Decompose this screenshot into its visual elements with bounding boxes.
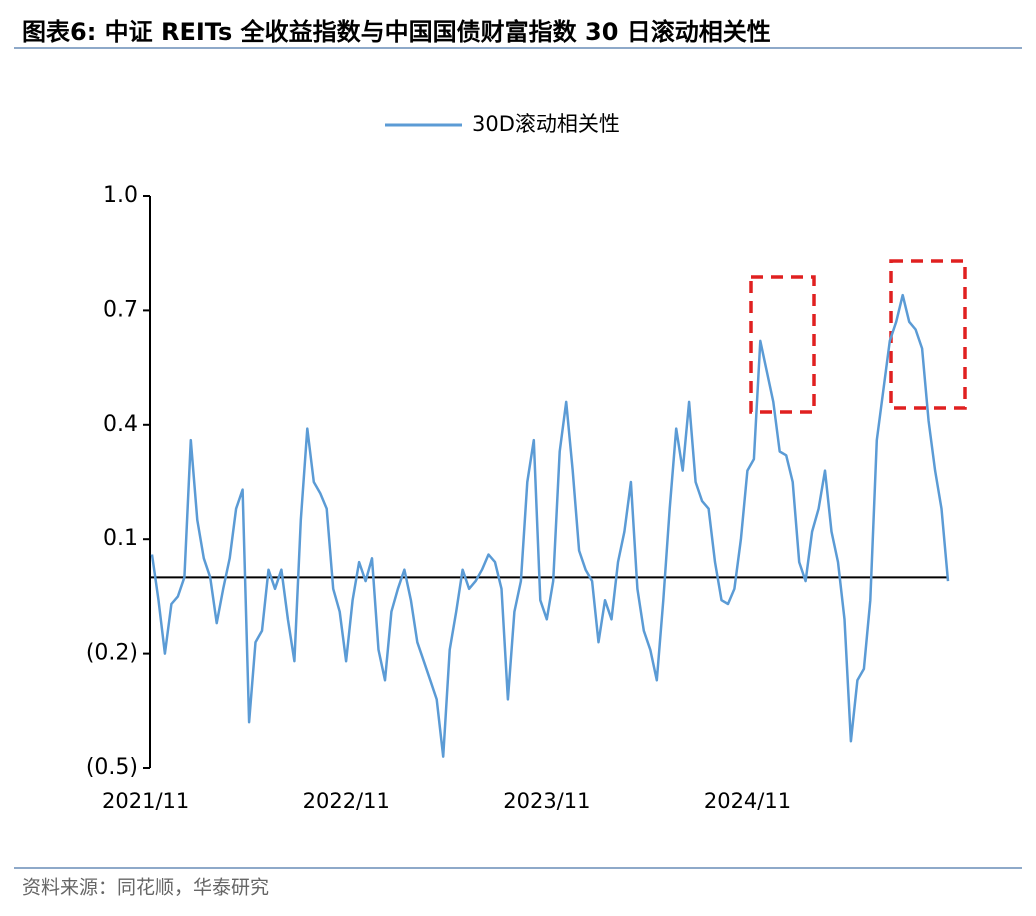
y-tick-label: 0.1	[103, 526, 138, 551]
y-tick-label: 0.7	[103, 297, 138, 322]
x-tick-label: 2023/11	[503, 789, 590, 813]
y-tick-label: 0.4	[103, 412, 138, 437]
legend-label: 30D滚动相关性	[472, 112, 620, 136]
source: 资料来源：同花顺，华泰研究	[22, 877, 269, 899]
y-tick-label: (0.5)	[86, 755, 138, 780]
x-tick-label: 2021/11	[102, 789, 189, 813]
x-tick-label: 2024/11	[704, 789, 791, 813]
y-tick-label: (0.2)	[86, 641, 138, 666]
y-tick-label: 1.0	[103, 183, 138, 208]
data-line	[150, 293, 950, 758]
highlight-box	[749, 275, 816, 414]
x-tick-label: 2022/11	[303, 789, 390, 813]
chart-title: 图表6: 中证 REITs 全收益指数与中国国债财富指数 30 日滚动相关性	[22, 18, 771, 46]
highlight-box	[889, 259, 967, 410]
